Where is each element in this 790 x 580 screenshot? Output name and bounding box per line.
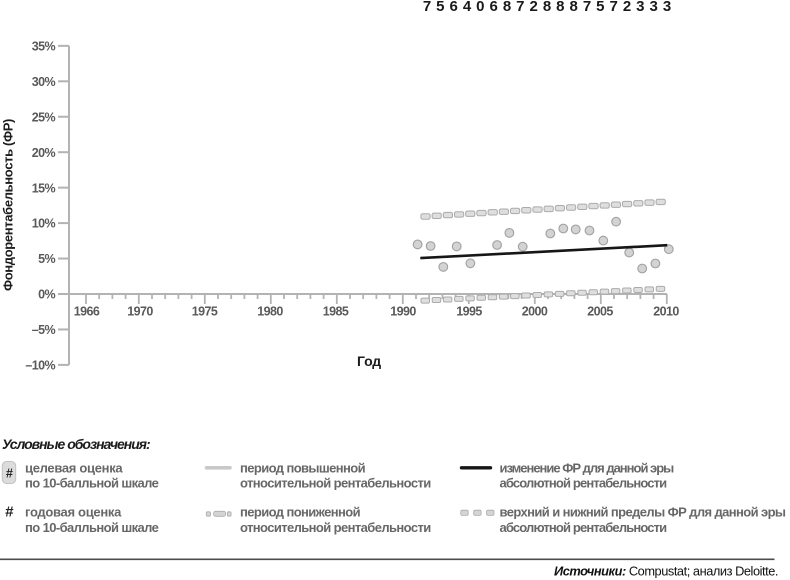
- svg-text:6: 6: [489, 0, 497, 15]
- svg-text:5: 5: [596, 0, 604, 15]
- svg-text:7: 7: [516, 0, 524, 15]
- svg-text:5: 5: [436, 0, 444, 15]
- svg-text:1966: 1966: [74, 305, 100, 319]
- svg-text:2000: 2000: [522, 305, 548, 319]
- svg-text:15%: 15%: [32, 181, 56, 195]
- svg-text:#: #: [6, 467, 13, 481]
- svg-text:изменение ФР для данной эры: изменение ФР для данной эры: [500, 460, 675, 475]
- svg-text:верхний и нижний пределы ФР дл: верхний и нижний пределы ФР для данной э…: [500, 505, 786, 520]
- svg-text:1990: 1990: [390, 305, 416, 319]
- svg-text:целевая оценка: целевая оценка: [25, 460, 123, 475]
- svg-text:–10%: –10%: [25, 359, 55, 373]
- svg-text:абсолютной рентабельности: абсолютной рентабельности: [500, 520, 668, 535]
- svg-text:0: 0: [476, 0, 484, 15]
- svg-text:8: 8: [543, 0, 551, 15]
- svg-text:25%: 25%: [32, 110, 56, 124]
- svg-text:35%: 35%: [32, 39, 56, 53]
- svg-text:Источники: Compustat; анализ D: Источники: Compustat; анализ Deloitte.: [554, 563, 778, 578]
- svg-text:30%: 30%: [32, 75, 56, 89]
- svg-text:8: 8: [503, 0, 511, 15]
- svg-text:относительной рентабельности: относительной рентабельности: [240, 520, 431, 535]
- svg-text:1980: 1980: [257, 305, 283, 319]
- svg-text:по 10-балльной шкале: по 10-балльной шкале: [25, 520, 159, 535]
- svg-text:3: 3: [636, 0, 644, 15]
- svg-text:2010: 2010: [653, 305, 679, 319]
- svg-text:период повышенной: период повышенной: [240, 460, 366, 475]
- svg-text:7: 7: [423, 0, 431, 15]
- svg-text:3: 3: [649, 0, 657, 15]
- svg-text:8: 8: [556, 0, 564, 15]
- svg-text:2: 2: [529, 0, 537, 15]
- svg-text:Фондорентабельность (ФР): Фондорентабельность (ФР): [1, 119, 16, 291]
- svg-text:Год: Год: [357, 353, 381, 369]
- svg-text:годовая оценка: годовая оценка: [25, 505, 122, 520]
- svg-text:5%: 5%: [38, 252, 55, 266]
- svg-text:относительной рентабельности: относительной рентабельности: [240, 476, 431, 491]
- svg-text:8: 8: [569, 0, 577, 15]
- svg-text:Условные обозначения:: Условные обозначения:: [2, 436, 150, 452]
- svg-text:#: #: [5, 504, 14, 521]
- svg-text:3: 3: [663, 0, 671, 15]
- svg-text:0%: 0%: [38, 288, 55, 302]
- svg-text:2: 2: [623, 0, 631, 15]
- svg-text:20%: 20%: [32, 146, 56, 160]
- svg-text:–5%: –5%: [32, 323, 56, 337]
- svg-text:по 10-балльной шкале: по 10-балльной шкале: [25, 476, 159, 491]
- svg-text:10%: 10%: [32, 217, 56, 231]
- svg-text:1970: 1970: [127, 305, 153, 319]
- svg-text:7: 7: [583, 0, 591, 15]
- svg-text:6: 6: [449, 0, 457, 15]
- svg-text:1995: 1995: [456, 305, 482, 319]
- svg-text:период пониженной: период пониженной: [240, 505, 361, 520]
- svg-text:абсолютной рентабельности: абсолютной рентабельности: [500, 476, 668, 491]
- svg-text:2005: 2005: [587, 305, 613, 319]
- svg-text:1985: 1985: [323, 305, 349, 319]
- svg-text:7: 7: [609, 0, 617, 15]
- svg-text:4: 4: [463, 0, 472, 15]
- svg-text:1975: 1975: [192, 305, 218, 319]
